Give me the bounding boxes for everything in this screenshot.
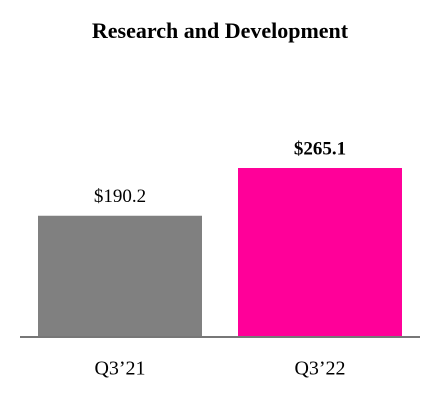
value-label: $265.1: [294, 138, 346, 159]
x-tick-label: Q3’22: [294, 358, 345, 380]
x-tick-label: Q3’21: [94, 358, 145, 380]
chart-title: Research and Development: [92, 18, 349, 43]
bar: [38, 215, 202, 337]
value-label: $190.2: [94, 186, 146, 207]
bar: [238, 167, 402, 337]
